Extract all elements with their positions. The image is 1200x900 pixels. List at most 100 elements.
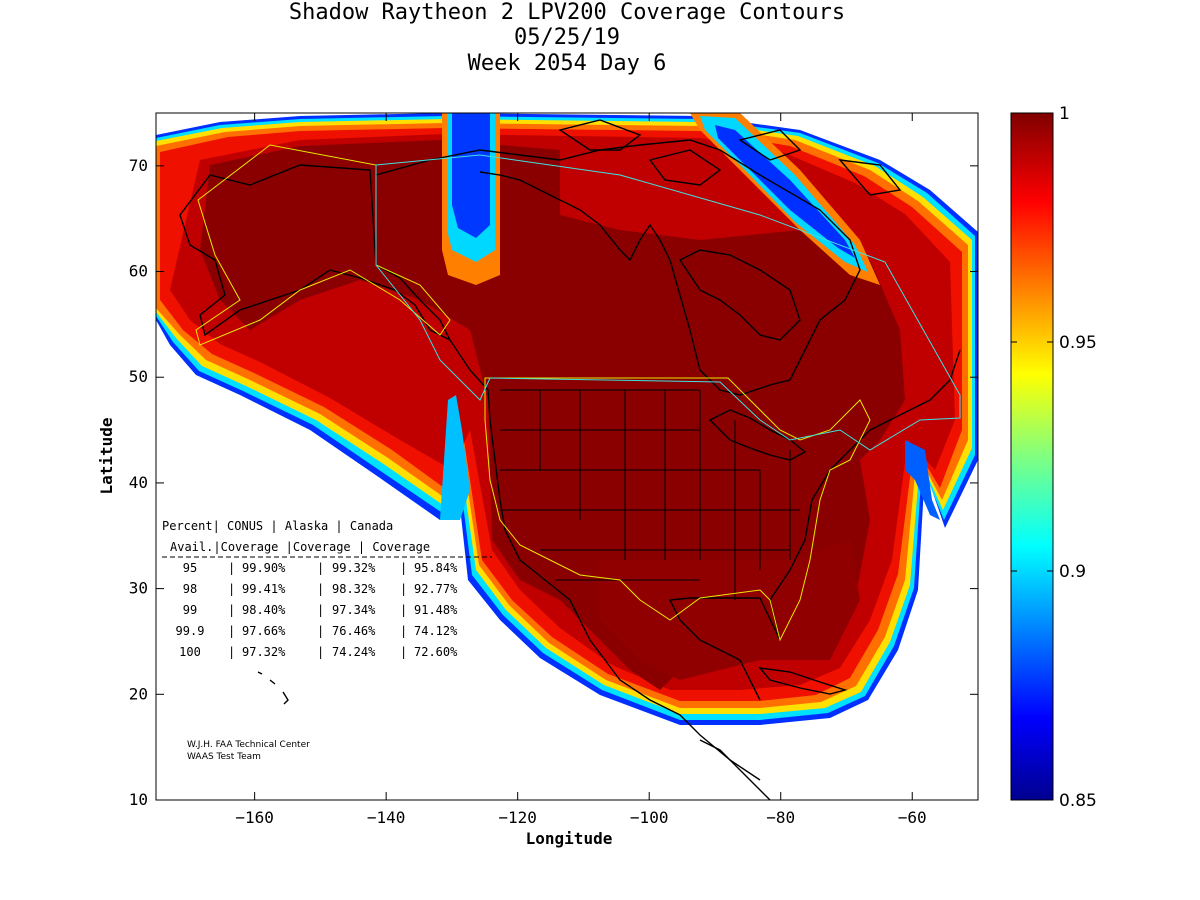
table-separator: | — [400, 582, 407, 596]
table-cell-canada: 74.12% — [414, 624, 458, 638]
coverage-core-dark-red — [200, 140, 905, 690]
coverage-statistics-table: Percent| CONUS | Alaska | Canada Avail.|… — [162, 519, 492, 659]
coverage-gap-spike-pacific — [440, 395, 470, 520]
table-header-row-1: Percent| CONUS | Alaska | Canada — [162, 519, 393, 533]
coastline-gulf-atlantic — [668, 349, 961, 701]
credit-line-1: W.J.H. FAA Technical Center — [187, 740, 310, 750]
table-cell-avail: 95 — [183, 561, 197, 575]
table-separator: | — [263, 519, 285, 533]
coastline-pacific — [449, 339, 761, 781]
hawaii-islands — [257, 671, 289, 705]
table-separator: | — [351, 540, 373, 554]
table-header-conus: CONUS — [227, 519, 263, 533]
colorbar — [1010, 112, 1054, 801]
table-cell-canada: 95.84% — [414, 561, 458, 575]
y-axis-label: Latitude — [97, 417, 116, 494]
table-cell-avail: 99 — [183, 603, 197, 617]
colorbar-tick-label: 0.95 — [1059, 333, 1097, 353]
table-header-avail: Avail. — [170, 540, 213, 554]
table-cell-avail: 98 — [183, 582, 197, 596]
y-tick-label: 70 — [129, 156, 148, 175]
colorbar-ticks: 1 0.95 0.9 0.85 — [1011, 104, 1097, 811]
x-tick-label: −100 — [630, 808, 669, 827]
x-tick-label: −160 — [235, 808, 274, 827]
x-tick-label: −80 — [766, 808, 795, 827]
coverage-contours — [156, 113, 978, 725]
y-tick-label: 30 — [129, 579, 148, 598]
table-body: 95 99.90% 99.32% 95.84% | | | 98 99.41% 98.32% 92.… — [176, 561, 459, 659]
coverage-core-gulf — [600, 540, 860, 680]
y-tick-label: 60 — [129, 262, 148, 281]
table-separator: | — [400, 561, 407, 575]
x-axis-label: Longitude — [526, 829, 613, 848]
canada-boundary — [375, 154, 961, 451]
table-row: 95 99.90% 99.32% 95.84% | | | — [183, 561, 458, 575]
conus-boundary — [484, 377, 871, 642]
coastline-cuba — [758, 667, 848, 695]
table-header-coverage: Coverage — [372, 540, 430, 554]
table-separator: | — [400, 624, 407, 638]
x-tick-label: −120 — [498, 808, 537, 827]
coverage-gap-atlantic — [905, 440, 940, 520]
x-axis-ticks: −160 −140 −120 −100 −80 −60 — [235, 113, 927, 827]
state-borders — [500, 389, 800, 600]
table-header-row-2: Avail.|Coverage |Coverage | Coverage — [170, 540, 430, 554]
table-cell-conus: 97.32% — [242, 645, 286, 659]
table-cell-alaska: 99.32% — [332, 561, 376, 575]
table-cell-conus: 97.66% — [242, 624, 286, 638]
coverage-gap-band-northeast-core — [715, 125, 855, 258]
y-tick-label: 40 — [129, 473, 148, 492]
table-header-percent: Percent — [162, 519, 213, 533]
table-row: 99 98.40% 97.34% 91.48% | | | — [183, 603, 458, 617]
table-separator: | — [228, 624, 235, 638]
table-cell-alaska: 76.46% — [332, 624, 376, 638]
table-separator: | — [317, 603, 324, 617]
table-cell-conus: 98.40% — [242, 603, 286, 617]
table-separator: | — [213, 540, 220, 554]
x-tick-label: −140 — [367, 808, 406, 827]
table-cell-avail: 99.9 — [176, 624, 205, 638]
coastline-canada-west — [375, 139, 861, 396]
table-cell-canada: 72.60% — [414, 645, 458, 659]
table-separator: | — [213, 519, 227, 533]
y-tick-label: 20 — [129, 684, 148, 703]
table-separator: | — [278, 540, 292, 554]
table-separator: | — [317, 561, 324, 575]
table-header-canada: Canada — [350, 519, 393, 533]
table-cell-canada: 91.48% — [414, 603, 458, 617]
table-header-alaska: Alaska — [285, 519, 328, 533]
table-separator: | — [228, 582, 235, 596]
state-grid-lines — [500, 389, 800, 600]
map-date: 05/25/19 — [514, 25, 620, 50]
colorbar-tick-label: 0.85 — [1059, 791, 1097, 811]
colorbar-tick-label: 1 — [1059, 104, 1070, 124]
y-axis-ticks: 10 20 30 40 50 60 70 — [129, 156, 978, 809]
table-row: 98 99.41% 98.32% 92.77% | | | — [183, 582, 458, 596]
colorbar-tick-label: 0.9 — [1059, 562, 1086, 582]
credit-line-2: WAAS Test Team — [187, 752, 261, 762]
coastline-great-lakes — [708, 409, 807, 461]
table-cell-alaska: 74.24% — [332, 645, 376, 659]
table-cell-canada: 92.77% — [414, 582, 458, 596]
coastline-hudson-bay — [678, 249, 801, 341]
map-title: Shadow Raytheon 2 LPV200 Coverage Contou… — [288, 0, 846, 25]
coastline-arctic-islands — [558, 119, 902, 196]
coverage-gap-stripe-west-core — [452, 113, 490, 238]
table-cell-conus: 99.90% — [242, 561, 286, 575]
coastline-central-america — [699, 739, 771, 800]
table-separator: | — [317, 624, 324, 638]
map-week-day: Week 2054 Day 6 — [467, 51, 667, 76]
table-row: 100 97.32% 74.24% 72.60% | | | — [179, 645, 458, 659]
table-header-coverage: Coverage — [221, 540, 279, 554]
table-cell-conus: 99.41% — [242, 582, 286, 596]
table-separator: | — [228, 603, 235, 617]
service-boundaries — [195, 144, 961, 642]
table-separator: | — [317, 582, 324, 596]
table-separator: | — [228, 561, 235, 575]
table-separator: | — [228, 645, 235, 659]
x-tick-label: −60 — [898, 808, 927, 827]
table-separator: | — [400, 603, 407, 617]
table-row: 99.9 97.66% 76.46% 74.12% | | | — [176, 624, 459, 638]
y-tick-label: 10 — [129, 790, 148, 809]
